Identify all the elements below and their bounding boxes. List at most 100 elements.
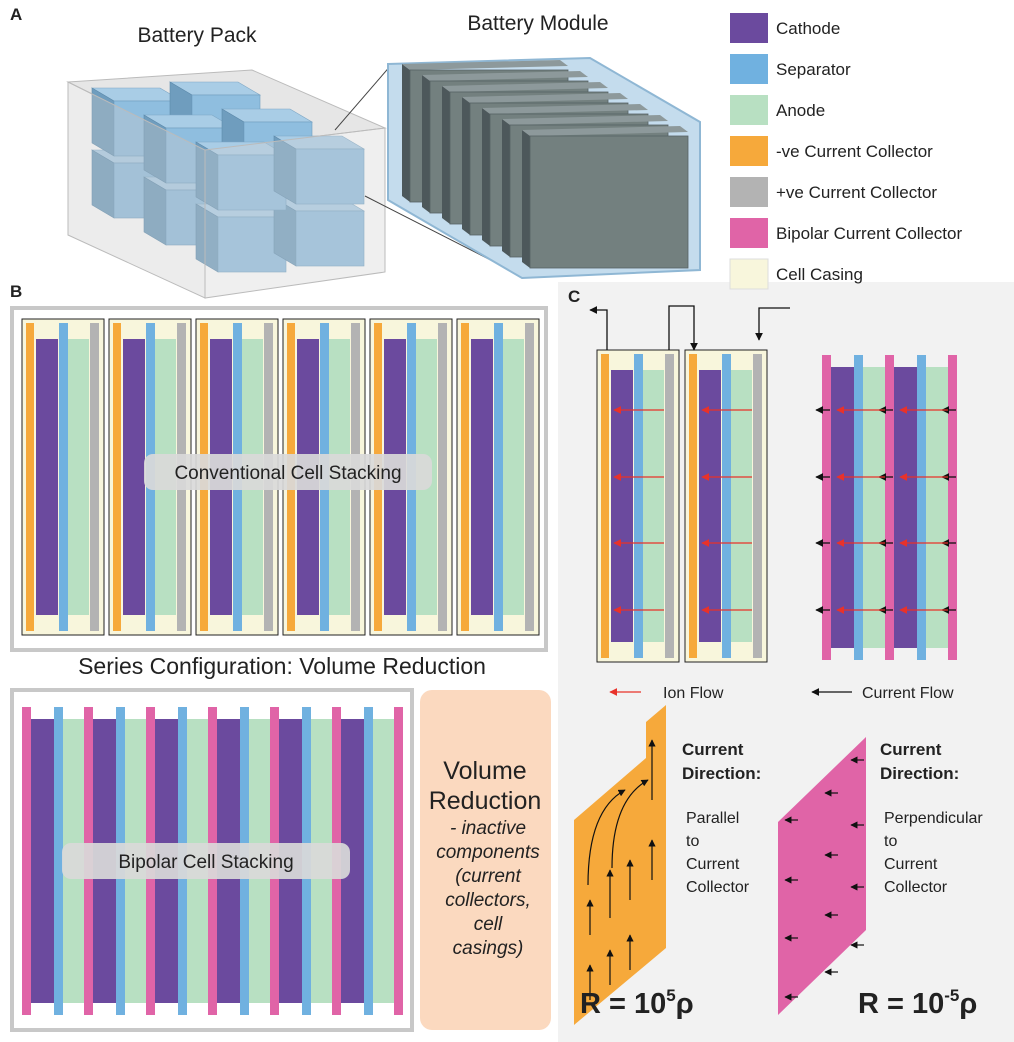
direction-text: Parallel: [686, 810, 739, 827]
plate-top: [402, 60, 568, 70]
cathode: [31, 719, 54, 1003]
zoom-line: [334, 63, 393, 131]
volume-detail: components: [436, 842, 540, 863]
cathode: [611, 370, 633, 642]
separator: [54, 707, 63, 1015]
anode: [68, 339, 89, 615]
resistance: R = 105ρ: [580, 986, 694, 1020]
resistance-unit: ρ: [676, 988, 694, 1020]
current-arrow: [587, 789, 626, 886]
neg-collector: [689, 354, 697, 658]
resistance-base: R = 10: [858, 988, 944, 1020]
direction-heading: Direction:: [682, 764, 761, 783]
separator: [917, 355, 926, 660]
pack-front: [204, 127, 386, 299]
wire: [668, 305, 698, 351]
plate-top: [522, 126, 688, 136]
plate-top: [482, 104, 648, 114]
resistance-exponent: 5: [666, 986, 675, 1005]
panel-label: A: [10, 5, 22, 24]
resistance-exponent: -5: [944, 986, 959, 1005]
resistance-base: R = 10: [580, 988, 666, 1020]
conventional-label: Conventional Cell Stacking: [174, 463, 401, 484]
plate-top: [442, 82, 608, 92]
neg-collector: [26, 323, 34, 631]
legend-swatch: [729, 258, 769, 290]
direction-text: Collector: [884, 879, 948, 896]
conventional-label-box: [144, 454, 432, 490]
current-flow-label: Current Flow: [862, 685, 954, 702]
ion-flow-label: Ion Flow: [663, 685, 724, 702]
legend-swatch: [730, 95, 768, 125]
direction-text: to: [686, 833, 699, 850]
direction-text: Current: [884, 856, 938, 873]
cathode: [699, 370, 721, 642]
cube-front: [295, 148, 365, 205]
bipolar-collector: [394, 707, 403, 1015]
current-arrow: [611, 779, 649, 869]
pos-collector: [438, 323, 447, 631]
pack-title: Battery Pack: [137, 24, 257, 47]
volume-detail: collectors,: [445, 890, 531, 911]
pos-collector: [525, 323, 534, 631]
plate-side: [522, 130, 530, 268]
volume-detail: (current: [455, 866, 521, 887]
plate-side: [402, 64, 410, 202]
plate-side: [502, 119, 510, 257]
separator: [494, 323, 503, 631]
bipolar-collector: [22, 707, 31, 1015]
cathode: [894, 367, 917, 648]
cathode: [341, 719, 364, 1003]
legend-swatch: [730, 54, 768, 84]
direction-text: to: [884, 833, 897, 850]
legend-label: +ve Current Collector: [776, 183, 937, 202]
volume-title: Reduction: [429, 787, 542, 815]
cathode: [123, 339, 145, 615]
bipolar-collector: [948, 355, 957, 660]
wire: [589, 306, 608, 350]
series-title: Series Configuration: Volume Reduction: [78, 653, 486, 679]
panel-label: C: [568, 287, 580, 306]
cathode: [831, 367, 854, 648]
legend-label: Cathode: [776, 19, 840, 38]
direction-heading: Current: [880, 740, 942, 759]
direction-heading: Current: [682, 740, 744, 759]
pos-collector: [90, 323, 99, 631]
anode: [373, 719, 394, 1003]
pos-collector: [665, 354, 674, 658]
neg-collector: [461, 323, 469, 631]
cathode: [471, 339, 493, 615]
plate: [529, 135, 689, 269]
module-title: Battery Module: [467, 12, 608, 35]
plate-side: [422, 75, 430, 213]
plate-side: [462, 97, 470, 235]
legend-swatch: [730, 13, 768, 43]
legend-label: Anode: [776, 101, 825, 120]
perpendicular-collector: [778, 737, 866, 1015]
anode: [731, 370, 752, 642]
bipolar-collector: [822, 355, 831, 660]
anode: [863, 367, 885, 648]
separator: [59, 323, 68, 631]
anode: [926, 367, 948, 648]
legend-label: -ve Current Collector: [776, 142, 933, 161]
direction-text: Perpendicular: [884, 810, 983, 827]
cube-front: [295, 210, 365, 267]
neg-collector: [601, 354, 609, 658]
bipolar-label-box: [62, 843, 350, 879]
anode: [643, 370, 664, 642]
separator: [854, 355, 863, 660]
resistance-unit: ρ: [959, 988, 977, 1020]
wire: [755, 307, 790, 341]
volume-box: [420, 690, 551, 1030]
neg-collector: [113, 323, 121, 631]
legend-label: Cell Casing: [776, 265, 863, 284]
legend-swatch: [730, 177, 768, 207]
plate-top: [422, 71, 588, 81]
separator: [634, 354, 643, 658]
direction-heading: Direction:: [880, 764, 959, 783]
separator: [722, 354, 731, 658]
bipolar-label: Bipolar Cell Stacking: [118, 852, 293, 873]
bipolar-collector: [885, 355, 894, 660]
